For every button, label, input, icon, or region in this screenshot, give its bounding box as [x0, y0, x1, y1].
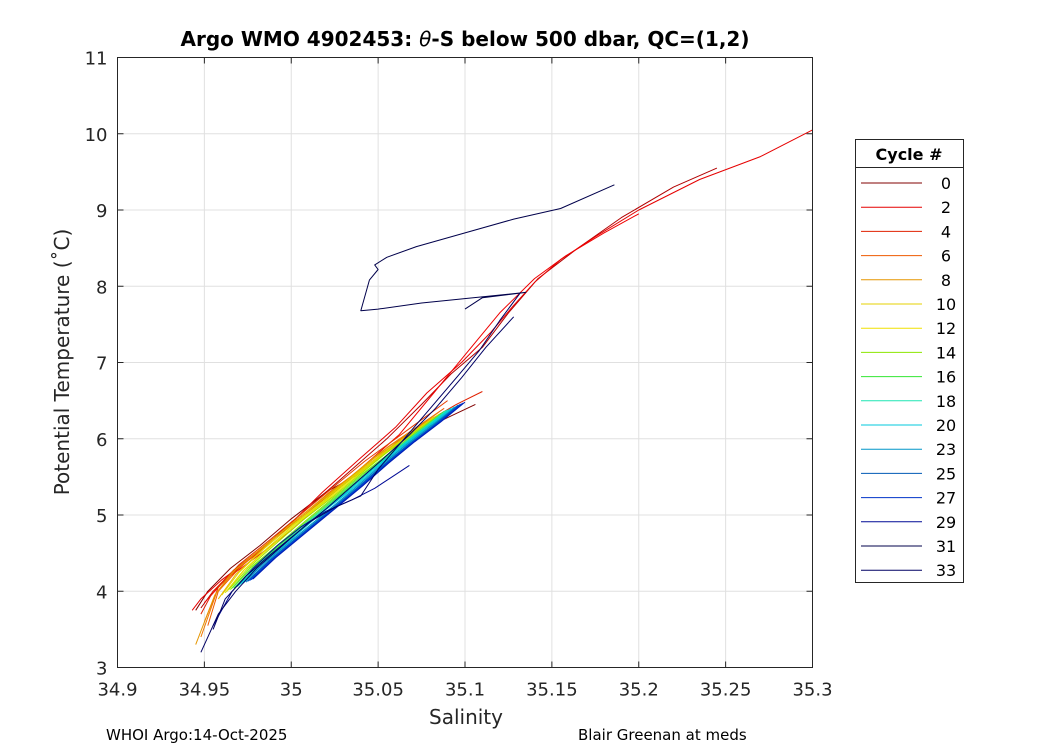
y-tick-label: 6 — [96, 430, 107, 451]
legend-label-6: 6 — [941, 247, 951, 266]
legend-label-8: 8 — [941, 271, 951, 290]
y-tick-label: 11 — [85, 49, 108, 70]
title-suffix: -S below 500 dbar, QC=(1,2) — [431, 27, 749, 51]
y-axis-label: Potential Temperature (˚C) — [50, 229, 74, 496]
legend-label-27: 27 — [936, 489, 956, 508]
x-tick-label: 35.3 — [792, 680, 832, 701]
footer-left: WHOI Argo:14-Oct-2025 — [106, 726, 287, 744]
legend-label-2: 2 — [941, 198, 951, 217]
series-line-cycle-2 — [191, 129, 813, 611]
legend-label-29: 29 — [936, 513, 956, 532]
x-axis-label: Salinity — [429, 705, 503, 729]
series-line-cycle-31 — [360, 184, 615, 312]
legend-label-20: 20 — [936, 416, 956, 435]
legend-label-14: 14 — [936, 343, 956, 362]
legend-label-0: 0 — [941, 174, 951, 193]
series-line-cycle-33 — [212, 316, 515, 630]
title-prefix: Argo WMO 4902453: — [181, 27, 420, 51]
y-tick-label: 7 — [96, 354, 107, 375]
y-tick-label: 4 — [96, 582, 107, 603]
legend-label-12: 12 — [936, 319, 956, 338]
series-line-cycle-28 — [252, 401, 466, 580]
legend-items: 0 2 4 6 8 10 12 14 16 18 20 23 25 27 29 31 33 — [861, 174, 956, 580]
legend-label-18: 18 — [936, 392, 956, 411]
legend: Cycle # 0 2 4 6 8 10 12 14 16 18 20 23 25 27 29 31 33 — [855, 139, 964, 583]
legend-label-31: 31 — [936, 537, 956, 556]
series-line-cycle-23 — [243, 404, 459, 583]
x-tick-label: 35.2 — [619, 680, 659, 701]
x-tick-label: 34.95 — [179, 680, 231, 701]
title-theta: θ — [419, 27, 431, 51]
y-tick-label: 10 — [85, 125, 108, 146]
footer-right: Blair Greenan at meds — [578, 726, 747, 744]
x-tick-label: 35.25 — [700, 680, 752, 701]
legend-box — [855, 139, 964, 583]
series-line-cycle-9 — [217, 419, 431, 600]
y-tick-labels: 3 4 5 6 7 8 9 10 11 — [85, 49, 108, 680]
x-tick-label: 35 — [280, 680, 303, 701]
tick-marks — [117, 57, 813, 668]
series-line-cycle-30 — [200, 292, 522, 653]
x-tick-label: 35.05 — [352, 680, 404, 701]
legend-label-25: 25 — [936, 464, 956, 483]
y-tick-label: 8 — [96, 277, 107, 298]
x-tick-label: 35.1 — [445, 680, 485, 701]
legend-label-16: 16 — [936, 368, 956, 387]
y-tick-label: 5 — [96, 506, 107, 527]
series-layer — [191, 129, 813, 653]
legend-label-4: 4 — [941, 222, 951, 241]
legend-label-23: 23 — [936, 440, 956, 459]
grid-lines — [117, 57, 813, 668]
series-line-cycle-15 — [231, 411, 445, 589]
x-tick-label: 34.9 — [97, 680, 137, 701]
series-line-cycle-10 — [221, 416, 434, 596]
y-tick-label: 3 — [96, 659, 107, 680]
legend-label-33: 33 — [936, 561, 956, 580]
legend-title: Cycle # — [876, 145, 943, 164]
y-tick-label: 9 — [96, 201, 107, 222]
chart-title: Argo WMO 4902453: θ-S below 500 dbar, QC… — [181, 27, 750, 51]
legend-label-10: 10 — [936, 295, 956, 314]
x-tick-label: 35.15 — [526, 680, 578, 701]
x-tick-labels: 34.9 34.95 35 35.05 35.1 35.15 35.2 35.25 35.3 — [97, 680, 832, 701]
